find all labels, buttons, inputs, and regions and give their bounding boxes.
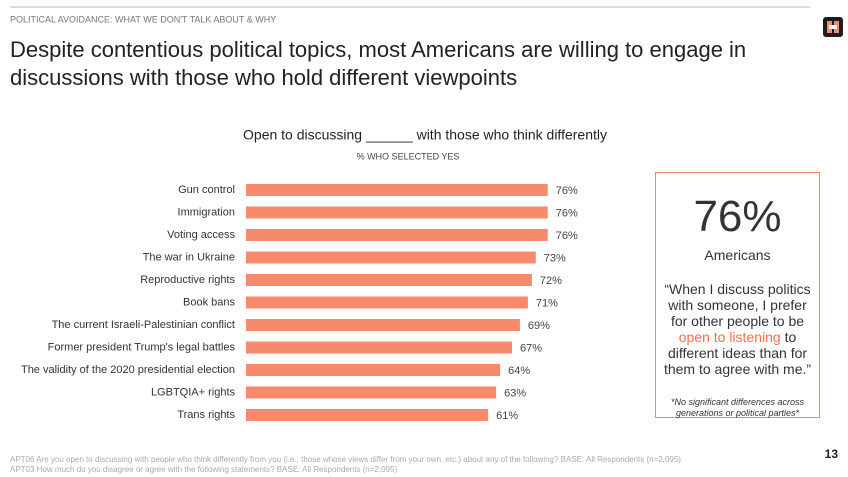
data-label: 61% bbox=[496, 410, 518, 422]
data-label: 64% bbox=[508, 365, 530, 377]
data-label: 76% bbox=[556, 230, 578, 242]
quote-highlight: open to listening bbox=[678, 329, 781, 345]
page-number: 13 bbox=[825, 447, 839, 461]
callout-note: *No significant differences across gener… bbox=[670, 397, 805, 418]
slide-title: discussions with those who hold differen… bbox=[10, 65, 517, 90]
bar bbox=[246, 386, 497, 399]
category-label: Reproductive rights bbox=[140, 274, 235, 286]
data-label: 63% bbox=[504, 387, 526, 399]
quote-text: to different ideas than for them to agre… bbox=[663, 329, 812, 377]
category-label: The current Israeli-Palestinian conflict bbox=[52, 319, 235, 331]
quote-text: “When I discuss politics with someone, I… bbox=[664, 281, 811, 329]
logo bbox=[823, 17, 843, 37]
slide-title: Despite contentious political topics, mo… bbox=[10, 37, 746, 62]
category-label: Immigration bbox=[178, 206, 235, 218]
category-label: The war in Ukraine bbox=[143, 251, 235, 263]
callout-stat-label: Americans bbox=[704, 247, 771, 263]
bar bbox=[246, 274, 532, 286]
data-label: 72% bbox=[540, 275, 562, 287]
category-label: Former president Trump's legal battles bbox=[48, 341, 236, 353]
bar bbox=[246, 229, 548, 241]
category-label: Book bans bbox=[183, 296, 235, 308]
bar bbox=[246, 409, 489, 421]
kicker: POLITICAL AVOIDANCE: WHAT WE DON'T TALK … bbox=[10, 14, 276, 24]
category-label: The validity of the 2020 presidential el… bbox=[21, 364, 235, 376]
category-label: Trans rights bbox=[177, 409, 235, 421]
data-label: 67% bbox=[520, 342, 542, 354]
callout: 76% Americans “When I discuss politics w… bbox=[655, 172, 820, 418]
callout-stat: 76% bbox=[693, 192, 782, 241]
category-label: Gun control bbox=[178, 184, 235, 196]
footnote: APT06 Are you open to discussing with pe… bbox=[10, 455, 681, 464]
bar bbox=[246, 319, 520, 331]
callout-quote: “When I discuss politics with someone, I… bbox=[662, 281, 813, 377]
bar bbox=[246, 251, 536, 264]
chart-title: Open to discussing ______ with those who… bbox=[243, 127, 607, 143]
data-label: 71% bbox=[536, 297, 558, 309]
bar bbox=[246, 184, 548, 196]
data-label: 76% bbox=[556, 185, 578, 197]
bar bbox=[246, 296, 528, 309]
category-label: Voting access bbox=[167, 229, 235, 241]
bar bbox=[246, 364, 501, 376]
data-label: 73% bbox=[544, 252, 566, 264]
data-label: 69% bbox=[528, 320, 550, 332]
chart-subtitle: % WHO SELECTED YES bbox=[357, 151, 460, 161]
category-label: LGBTQIA+ rights bbox=[151, 386, 236, 398]
data-label: 76% bbox=[556, 207, 578, 219]
bar bbox=[246, 206, 548, 219]
footnote: APT03 How much do you disagree or agree … bbox=[10, 465, 397, 474]
bar bbox=[246, 341, 512, 354]
